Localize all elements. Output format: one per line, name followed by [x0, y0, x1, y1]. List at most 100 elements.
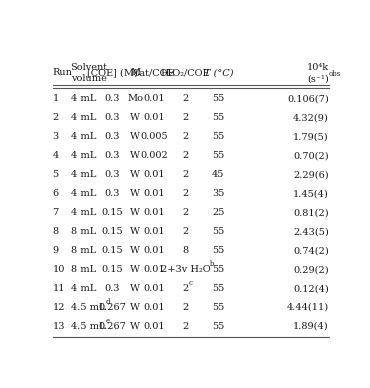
- Text: 1.79(5): 1.79(5): [293, 132, 329, 141]
- Text: 55: 55: [212, 246, 225, 255]
- Text: 0.01: 0.01: [143, 94, 165, 103]
- Text: 2: 2: [182, 284, 188, 293]
- Text: 4 mL: 4 mL: [71, 94, 96, 103]
- Text: 4 mL: 4 mL: [71, 132, 96, 141]
- Text: 10: 10: [53, 265, 65, 274]
- Text: 2.29(6): 2.29(6): [293, 170, 329, 179]
- Text: 55: 55: [212, 151, 225, 160]
- Text: 4.5 mL: 4.5 mL: [71, 322, 105, 331]
- Text: 4: 4: [53, 151, 59, 160]
- Text: Run: Run: [53, 68, 73, 77]
- Text: 4 mL: 4 mL: [71, 284, 96, 293]
- Text: 0.01: 0.01: [143, 284, 165, 293]
- Text: 6: 6: [53, 189, 59, 198]
- Text: 4 mL: 4 mL: [71, 151, 96, 160]
- Text: 0.3: 0.3: [104, 151, 120, 160]
- Text: W: W: [130, 132, 140, 141]
- Text: 0.3: 0.3: [104, 113, 120, 122]
- Text: 13: 13: [53, 322, 65, 331]
- Text: 2.43(5): 2.43(5): [293, 227, 329, 236]
- Text: 55: 55: [212, 94, 225, 103]
- Text: W: W: [130, 246, 140, 255]
- Text: 4 mL: 4 mL: [71, 189, 96, 198]
- Text: 2: 2: [182, 113, 188, 122]
- Text: 0.005: 0.005: [140, 132, 168, 141]
- Text: 0.01: 0.01: [143, 189, 165, 198]
- Text: 55: 55: [212, 303, 225, 312]
- Text: W: W: [130, 208, 140, 217]
- Text: 0.01: 0.01: [143, 113, 165, 122]
- Text: 0.01: 0.01: [143, 208, 165, 217]
- Text: Mo: Mo: [127, 94, 143, 103]
- Text: H₂O₂/COE: H₂O₂/COE: [161, 68, 210, 77]
- Text: W: W: [130, 303, 140, 312]
- Text: 0.29(2): 0.29(2): [293, 265, 329, 274]
- Text: W: W: [130, 151, 140, 160]
- Text: 4 mL: 4 mL: [71, 113, 96, 122]
- Text: 55: 55: [212, 132, 225, 141]
- Text: 0.267: 0.267: [98, 322, 126, 331]
- Text: 11: 11: [53, 284, 65, 293]
- Text: W: W: [130, 227, 140, 236]
- Text: 5: 5: [53, 170, 59, 179]
- Text: 0.01: 0.01: [143, 303, 165, 312]
- Text: 10⁴k: 10⁴k: [307, 63, 329, 72]
- Text: 3: 3: [53, 132, 59, 141]
- Text: 2: 2: [182, 132, 188, 141]
- Text: 4.32(9): 4.32(9): [293, 113, 329, 122]
- Text: 9: 9: [53, 246, 59, 255]
- Text: 1.89(4): 1.89(4): [293, 322, 329, 331]
- Text: 1: 1: [53, 94, 59, 103]
- Text: 7: 7: [53, 208, 59, 217]
- Text: 2: 2: [182, 322, 188, 331]
- Text: 0.3: 0.3: [104, 189, 120, 198]
- Text: 55: 55: [212, 227, 225, 236]
- Text: 1.45(4): 1.45(4): [293, 189, 329, 198]
- Text: 2+3v H₂O: 2+3v H₂O: [161, 265, 210, 274]
- Text: 0.81(2): 0.81(2): [293, 208, 329, 217]
- Text: 12: 12: [53, 303, 65, 312]
- Text: 45: 45: [212, 170, 225, 179]
- Text: 0.74(2): 0.74(2): [293, 246, 329, 255]
- Text: 2: 2: [182, 208, 188, 217]
- Text: 0.70(2): 0.70(2): [293, 151, 329, 160]
- Text: 0.15: 0.15: [101, 208, 123, 217]
- Text: 55: 55: [212, 113, 225, 122]
- Text: 0.267: 0.267: [98, 303, 126, 312]
- Text: 55: 55: [212, 284, 225, 293]
- Text: (s⁻¹): (s⁻¹): [307, 74, 329, 83]
- Text: 0.3: 0.3: [104, 284, 120, 293]
- Text: 0.01: 0.01: [143, 265, 165, 274]
- Text: 2: 2: [182, 151, 188, 160]
- Text: d: d: [105, 298, 110, 306]
- Text: [COE] (M): [COE] (M): [87, 68, 138, 77]
- Text: 0.002: 0.002: [140, 151, 168, 160]
- Text: 0.01: 0.01: [143, 246, 165, 255]
- Text: 8 mL: 8 mL: [71, 265, 96, 274]
- Text: 2: 2: [53, 113, 59, 122]
- Text: 0.106(7): 0.106(7): [287, 94, 329, 103]
- Text: 0.3: 0.3: [104, 132, 120, 141]
- Text: 2: 2: [182, 227, 188, 236]
- Text: W: W: [130, 284, 140, 293]
- Text: b: b: [210, 260, 215, 268]
- Text: 25: 25: [212, 208, 225, 217]
- Text: 0.12(4): 0.12(4): [293, 284, 329, 293]
- Text: W: W: [130, 170, 140, 179]
- Text: 0.01: 0.01: [143, 322, 165, 331]
- Text: 2: 2: [182, 94, 188, 103]
- Text: T (°C): T (°C): [204, 68, 233, 77]
- Text: 2: 2: [182, 303, 188, 312]
- Text: W: W: [130, 113, 140, 122]
- Text: 4.5 mL: 4.5 mL: [71, 303, 105, 312]
- Text: c: c: [188, 279, 192, 287]
- Text: 0.3: 0.3: [104, 170, 120, 179]
- Text: obs: obs: [329, 70, 341, 78]
- Text: W: W: [130, 265, 140, 274]
- Text: 4.44(11): 4.44(11): [287, 303, 329, 312]
- Text: W: W: [130, 189, 140, 198]
- Text: 55: 55: [212, 265, 225, 274]
- Text: 8: 8: [53, 227, 59, 236]
- Text: 0.15: 0.15: [101, 227, 123, 236]
- Text: 0.15: 0.15: [101, 246, 123, 255]
